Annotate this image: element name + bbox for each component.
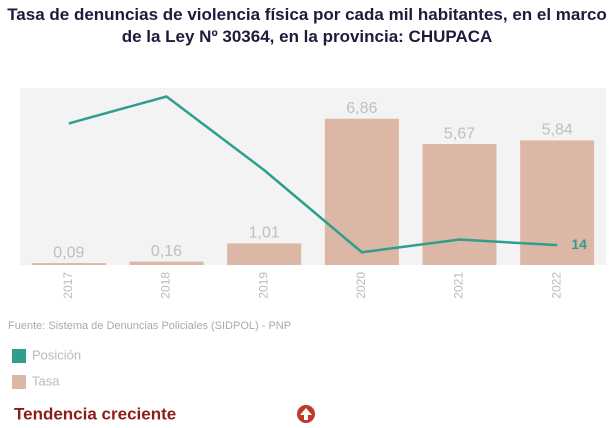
- legend-swatch: [12, 375, 26, 389]
- bar: [422, 144, 497, 265]
- legend-label: Tasa: [32, 373, 60, 388]
- trend-text: Tendencia creciente: [14, 404, 176, 423]
- x-tick-label: 2017: [61, 272, 75, 299]
- x-tick-label: 2018: [159, 272, 173, 299]
- bar: [227, 243, 302, 265]
- bar: [31, 263, 106, 265]
- legend-swatch: [12, 349, 26, 363]
- data-label: 14: [571, 236, 587, 252]
- x-tick-label: 2019: [256, 272, 270, 299]
- x-tick-label: 2021: [452, 272, 466, 299]
- data-label: 0,16: [151, 243, 182, 260]
- x-tick-label: 2022: [549, 272, 563, 299]
- chart-title: Tasa de denuncias de violencia física po…: [7, 5, 607, 46]
- data-label: 5,67: [444, 125, 475, 142]
- data-label: 0,09: [53, 244, 84, 261]
- trend-icon: [297, 405, 315, 423]
- data-label: 6,86: [346, 100, 377, 117]
- bar: [129, 261, 204, 265]
- line: [68, 95, 558, 254]
- source: Fuente: Sistema de Denuncias Policiales …: [8, 320, 291, 332]
- bar: [324, 118, 399, 265]
- x-tick-label: 2020: [354, 272, 368, 299]
- data-label: 5,84: [542, 122, 573, 139]
- plot-area: [20, 88, 606, 265]
- legend-label: Posición: [32, 347, 81, 362]
- data-label: 1,01: [249, 225, 280, 242]
